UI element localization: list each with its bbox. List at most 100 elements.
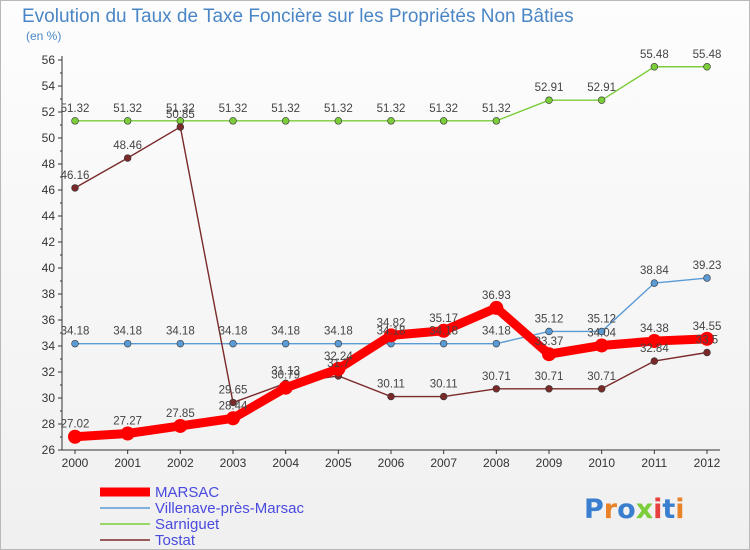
y-tick-label: 48 (42, 157, 56, 171)
data-point (597, 96, 606, 104)
data-label: 34.18 (324, 326, 353, 338)
data-label: 34.38 (640, 323, 669, 335)
data-label: 34.18 (61, 326, 90, 338)
y-tick-label: 28 (42, 417, 56, 431)
data-label: 27.27 (113, 415, 142, 427)
y-tick-label: 52 (42, 105, 56, 119)
data-label: 55.48 (640, 49, 669, 61)
y-tick-label: 46 (42, 183, 56, 197)
data-label: 28.44 (219, 400, 248, 412)
data-point (542, 347, 556, 362)
data-point (123, 117, 132, 125)
data-label: 36.93 (482, 290, 511, 302)
data-point (123, 339, 132, 348)
data-label: 51.32 (61, 103, 90, 115)
x-tick-label: 2012 (694, 456, 721, 470)
data-point (334, 117, 343, 125)
data-point (489, 300, 504, 315)
data-point (226, 411, 240, 426)
data-label: 30.79 (271, 370, 300, 382)
proxiti-logo: Proxiti (584, 494, 685, 525)
y-tick-label: 26 (42, 443, 56, 457)
data-point (492, 339, 501, 348)
data-point (71, 184, 79, 192)
data-point (71, 117, 79, 125)
data-point (278, 380, 293, 395)
data-point (650, 279, 659, 287)
data-label: 35.12 (587, 313, 616, 325)
legend-label: Tostat (155, 532, 196, 549)
x-tick-label: 2005 (325, 456, 352, 470)
y-tick-label: 38 (42, 287, 56, 301)
legend: MARSACVillenave-près-MarsacSarniguetTost… (100, 484, 304, 549)
data-label: 51.32 (113, 103, 142, 115)
data-label: 34.18 (113, 326, 142, 338)
x-tick-label: 2000 (62, 456, 89, 470)
data-label: 51.32 (429, 103, 458, 115)
data-label: 32.24 (324, 351, 353, 363)
data-label: 34.18 (166, 326, 195, 338)
x-tick-label: 2010 (588, 456, 615, 470)
data-label: 51.32 (482, 103, 511, 115)
y-tick-label: 36 (42, 313, 56, 327)
data-label: 30.71 (535, 371, 564, 383)
data-point (173, 418, 188, 433)
data-label: 34.18 (271, 326, 300, 338)
data-point (120, 426, 135, 441)
data-point (281, 339, 290, 348)
data-point (229, 398, 237, 407)
y-tick-label: 30 (42, 391, 56, 405)
data-point (597, 385, 606, 393)
data-label: 30.71 (587, 371, 616, 383)
data-point (597, 327, 606, 336)
data-label: 46.16 (61, 170, 90, 182)
data-label: 51.32 (324, 103, 353, 115)
data-point (545, 385, 553, 393)
data-point (334, 339, 343, 348)
data-label: 51.32 (377, 103, 406, 115)
x-tick-label: 2003 (220, 456, 247, 470)
legend-label: Sarniguet (155, 516, 220, 533)
data-label: 39.23 (693, 260, 722, 272)
data-point (439, 392, 448, 401)
data-label: 48.46 (113, 140, 142, 152)
data-point (594, 338, 609, 353)
data-label: 33.37 (535, 336, 564, 348)
data-point (387, 392, 395, 401)
series-sarniguet (71, 63, 711, 125)
data-point (650, 63, 659, 71)
data-point (703, 63, 711, 71)
y-tick-label: 32 (42, 365, 56, 379)
data-point (71, 339, 79, 348)
data-label: 34.82 (377, 317, 406, 329)
data-label: 33.5 (696, 335, 718, 347)
legend-entry: Sarniguet (100, 516, 220, 533)
y-axis-unit-label: (en %) (26, 29, 61, 43)
data-label: 34.18 (429, 326, 458, 338)
data-point (176, 123, 185, 131)
series-tostat (71, 123, 711, 407)
data-label: 35.17 (429, 313, 458, 325)
data-label: 51.32 (219, 103, 248, 115)
data-point (545, 327, 553, 336)
x-tick-label: 2008 (483, 456, 510, 470)
legend-label: Villenave-près-Marsac (155, 500, 304, 517)
x-tick-label: 2007 (430, 456, 457, 470)
legend-entry: Villenave-près-Marsac (100, 500, 304, 517)
series-layer (68, 63, 714, 444)
data-label: 32.84 (640, 343, 669, 355)
data-label: 27.85 (166, 408, 195, 420)
data-label: 30.11 (377, 379, 405, 391)
data-label: 52.91 (535, 82, 564, 94)
data-label: 34.55 (693, 321, 722, 333)
data-point (123, 154, 132, 162)
y-tick-label: 50 (42, 131, 56, 145)
data-point (387, 117, 395, 125)
data-point (647, 334, 662, 349)
data-label: 34.04 (587, 327, 616, 339)
data-point (176, 339, 185, 348)
chart-title: Evolution du Taux de Taxe Foncière sur l… (22, 6, 574, 27)
x-tick-label: 2011 (641, 456, 667, 470)
